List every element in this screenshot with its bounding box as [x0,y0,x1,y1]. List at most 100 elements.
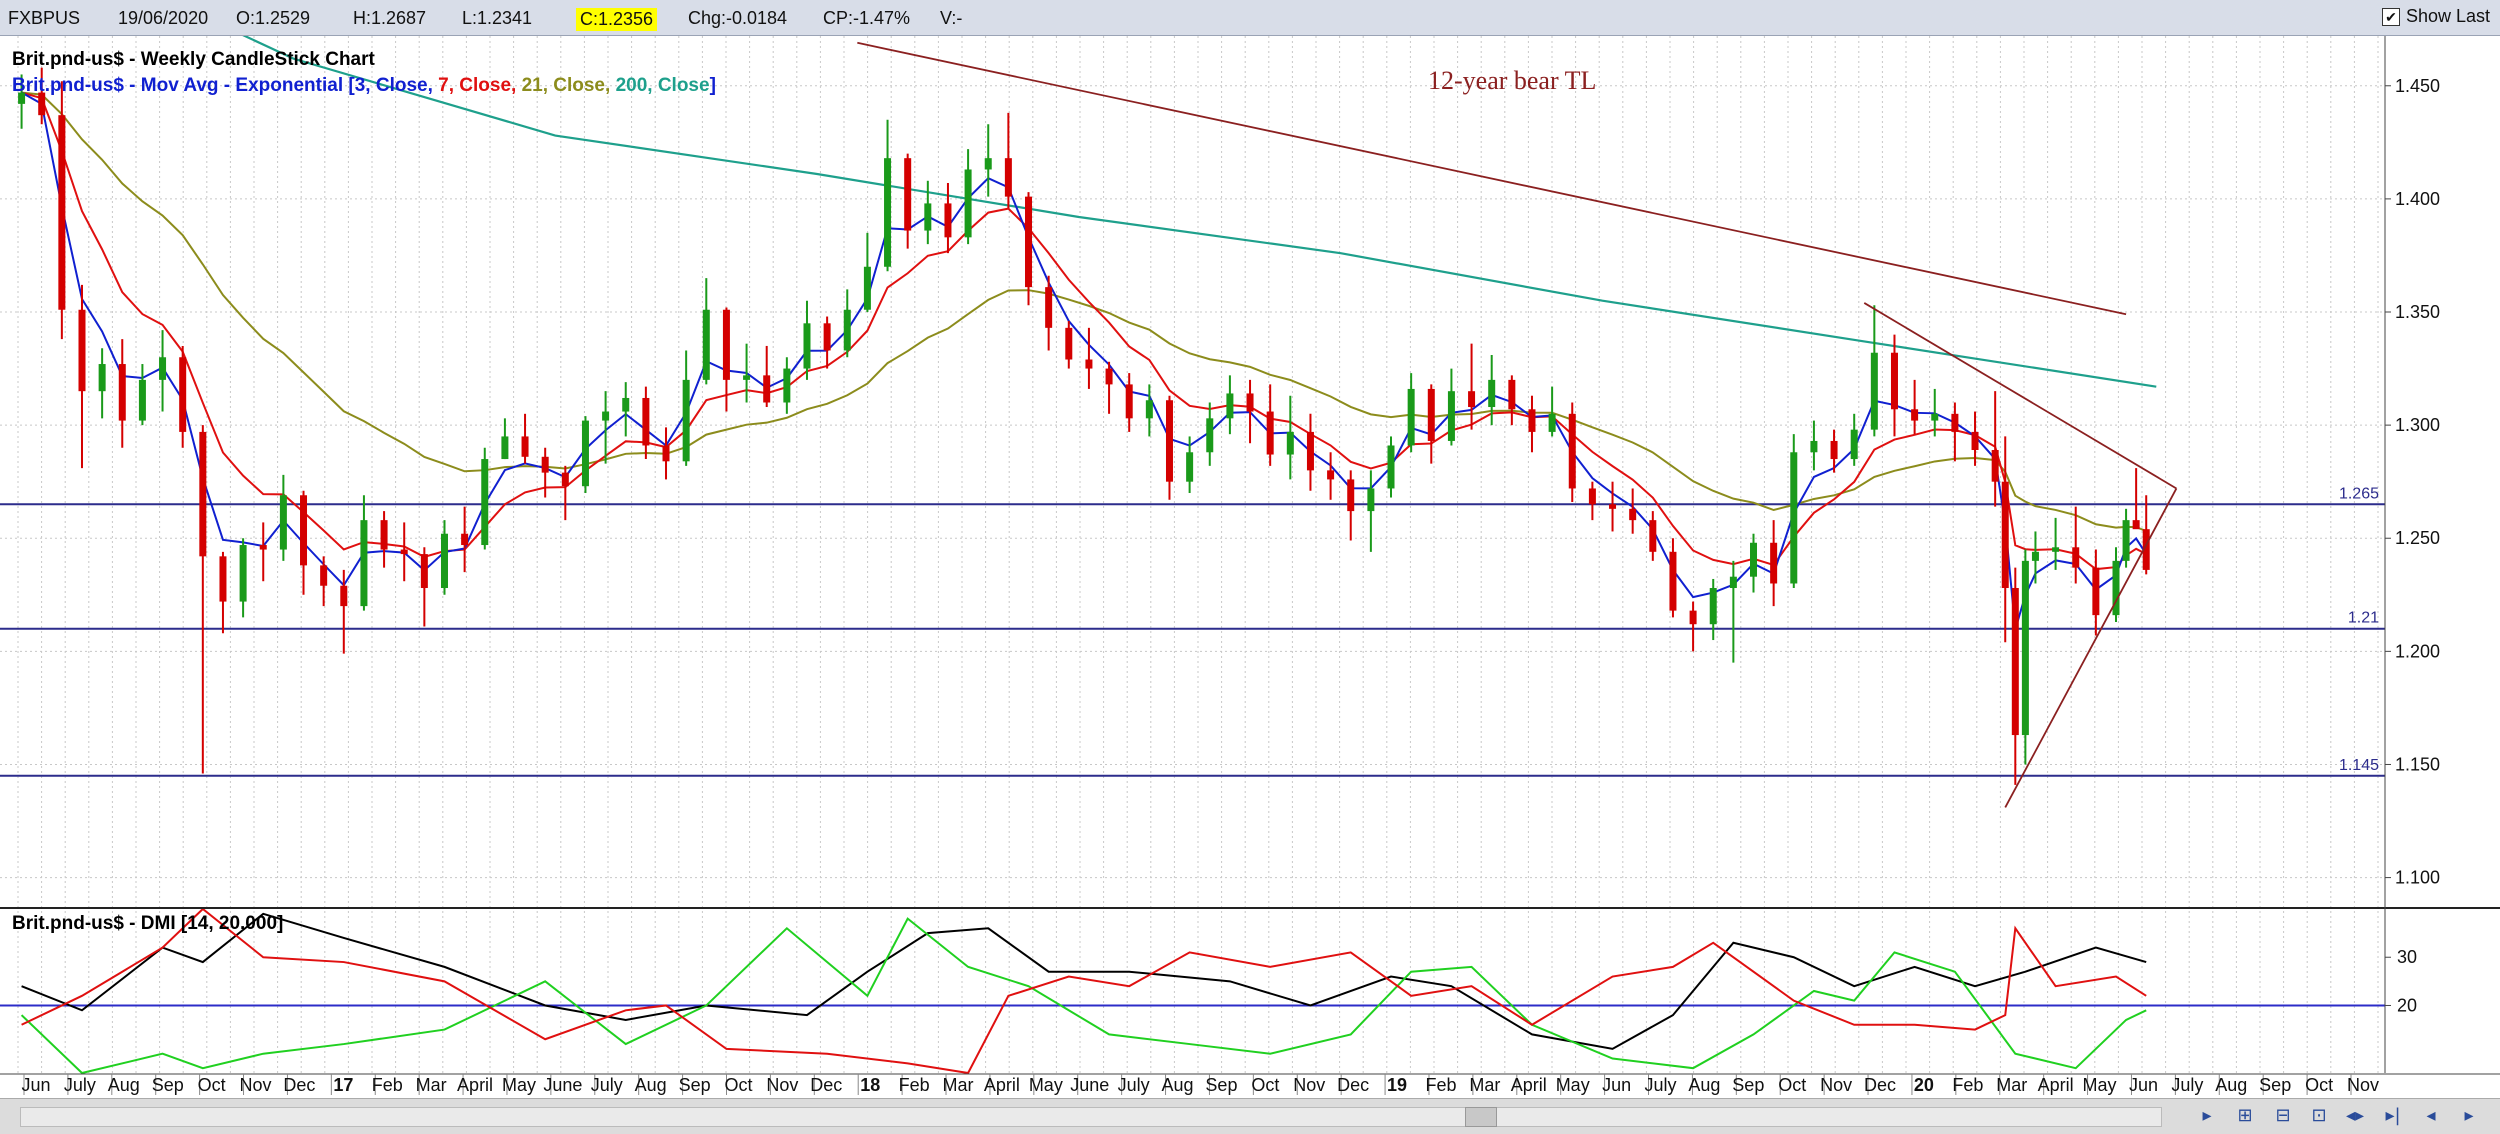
price-tick-label: 1.450 [2395,76,2440,96]
horizontal-scrollbar[interactable] [20,1107,2162,1127]
candle-body [2142,529,2150,570]
time-tick-label: Aug [108,1075,140,1095]
candle-body [1105,368,1113,385]
candle-body [662,445,670,462]
candle-body [199,431,207,557]
time-tick-label: Sep [2259,1075,2291,1095]
last-bar-icon[interactable]: ▸| [2385,1105,2401,1126]
low-value: L:1.2341 [462,8,533,28]
price-tick-label: 1.100 [2395,868,2440,888]
time-tick-label: Nov [766,1075,798,1095]
candles [18,67,2150,785]
candle-body [521,436,529,457]
time-tick-label: 19 [1387,1075,1407,1095]
candle-body [1669,551,1677,611]
show-last-toggle[interactable]: ✔ Show Last [2381,6,2490,27]
time-tick-label: July [1645,1075,1677,1095]
candle-body [1447,391,1455,441]
trendline [857,41,2127,316]
candle-body [138,379,146,421]
candle-body [1045,287,1053,328]
change-value: Chg:-0.0184 [688,8,788,28]
candle-body [561,472,569,487]
candle-body [1588,488,1596,505]
level-label: 1.145 [2339,757,2379,774]
candle-body [783,368,791,403]
candle-body [440,533,448,589]
fit-icon[interactable]: ◂▸ [2345,1105,2365,1126]
date-label: 19/06/2020 [118,8,209,28]
high-value: H:1.2687 [353,8,427,28]
candle-body [924,203,932,231]
candle-body [1830,440,1838,460]
time-tick-label: Feb [1425,1075,1456,1095]
time-tick-label: Sep [1732,1075,1764,1095]
adx-line [21,912,2147,1050]
show-last-label: Show Last [2405,6,2490,26]
candle-body [1206,418,1214,453]
price-tick-label: 1.300 [2395,415,2440,435]
candle-body [682,379,690,462]
candle-body [18,92,26,104]
time-tick-label: June [1070,1075,1109,1095]
annotation-label: 12-year bear TL [1428,66,1596,95]
candle-body [1870,352,1878,430]
time-tick-label: Feb [372,1075,403,1095]
candle-body [642,397,650,446]
candle-body [38,92,46,116]
time-tick-label: Dec [283,1075,315,1095]
overlay-legend-part: 3, Close, [355,75,438,96]
candle-body [1407,388,1415,446]
price-tick-label: 1.150 [2395,754,2440,774]
candle-body [722,309,730,380]
candle-body [420,554,428,589]
time-tick-label: 17 [333,1075,353,1095]
candle-body [1911,409,1919,421]
candle-body [320,565,328,586]
candle-body [300,495,308,566]
time-tick-label: April [2038,1075,2074,1095]
zoom-in-icon[interactable]: ⊞ [2237,1105,2253,1126]
overlay-legend-part: 200, Close [616,75,710,96]
candle-body [1568,413,1576,489]
ema200-path [242,36,2157,388]
trendline [2004,488,2178,808]
candle-body [823,323,831,351]
time-tick-label: Mar [416,1075,447,1095]
candle-body [2072,547,2080,568]
candle-body [1488,379,1496,408]
time-tick-label: Dec [1337,1075,1369,1095]
candle-body [1890,352,1898,410]
time-tick-label: Dec [810,1075,842,1095]
candle-body [1085,359,1093,369]
time-tick-label: July [2171,1075,2203,1095]
di-minus-line [21,907,2147,1075]
zoom-out-icon[interactable]: ⊟ [2275,1105,2291,1126]
dmi-panel: 30 20 [0,907,2417,1075]
candle-body [159,357,167,380]
time-tick-label: July [591,1075,623,1095]
zoom-reset-icon[interactable]: ⊡ [2311,1105,2327,1126]
candle-body [904,158,912,231]
time-tick-label: Oct [2305,1075,2333,1095]
step-back-icon[interactable]: ◂ [2426,1105,2436,1126]
candle-body [501,436,509,460]
price-tick-label: 1.350 [2395,302,2440,322]
scrollbar-thumb[interactable] [1465,1107,1497,1127]
scroll-right-icon[interactable]: ▸ [2202,1105,2212,1126]
step-forward-icon[interactable]: ▸ [2464,1105,2474,1126]
overlay-legend-part: Brit.pnd-us$ - Mov Avg - Exponential [ [12,75,355,96]
time-tick-label: June [543,1075,582,1095]
candle-body [1427,388,1435,441]
candle-body [1508,379,1516,410]
candle-body [622,397,630,412]
candle-body [1125,384,1133,419]
time-tick-label: Aug [1162,1075,1194,1095]
time-tick-label: 20 [1914,1075,1934,1095]
candle-body [259,545,267,550]
show-last-checkbox[interactable]: ✔ [2381,7,2400,26]
time-tick-label: Oct [1251,1075,1279,1095]
time-tick-label: Nov [2347,1075,2379,1095]
time-tick-label: Dec [1864,1075,1896,1095]
candle-body [541,456,549,473]
